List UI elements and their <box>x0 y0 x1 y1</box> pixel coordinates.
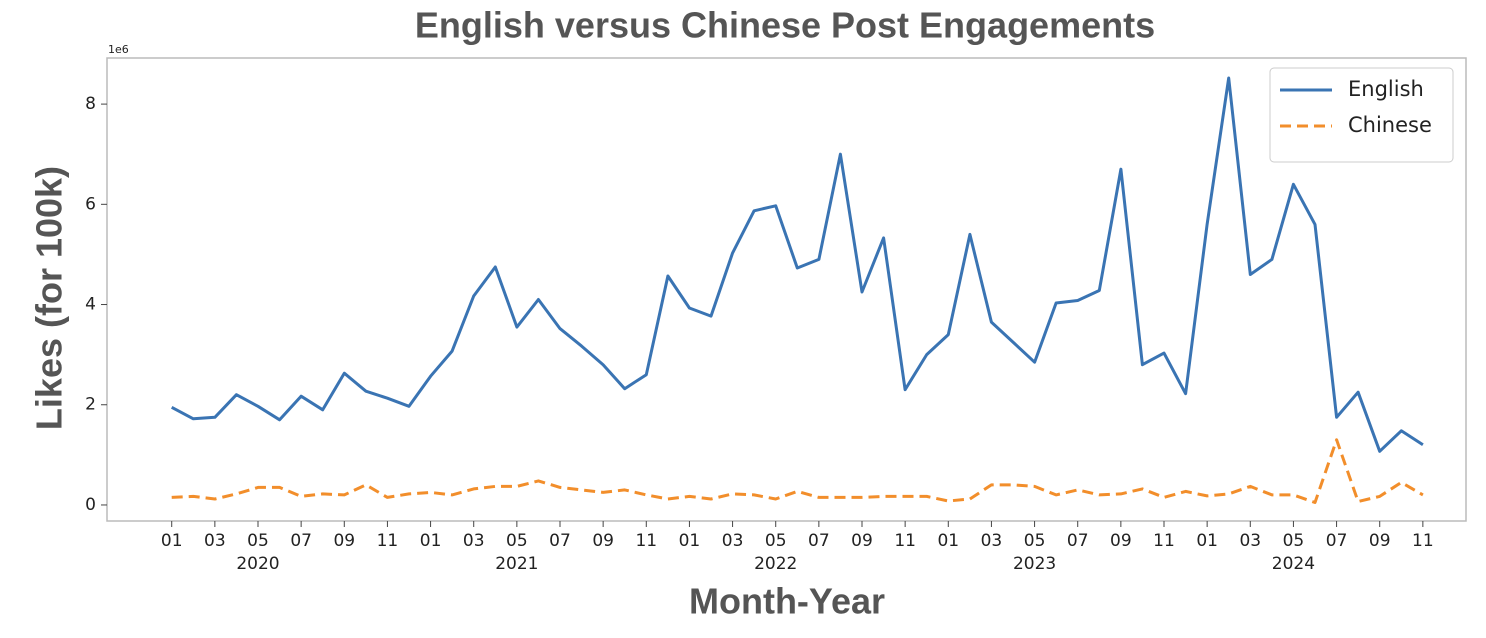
y-tick-label: 0 <box>85 495 96 515</box>
x-tick-label: 05 <box>506 531 528 551</box>
x-tick-label: 07 <box>549 531 571 551</box>
y-tick-label: 4 <box>85 295 96 315</box>
x-tick-label: 11 <box>635 531 657 551</box>
legend-label: English <box>1348 77 1424 101</box>
series-line <box>170 76 1424 453</box>
series-line <box>171 438 1424 504</box>
plot-frame <box>106 57 1467 522</box>
y-offset-label: 1e6 <box>108 43 129 56</box>
x-tick-label: 03 <box>722 531 744 551</box>
x-year-label: 2024 <box>1272 554 1315 574</box>
chart-title: English versus Chinese Post Engagements <box>415 5 1155 46</box>
x-tick-label: 09 <box>592 531 614 551</box>
x-tick-label: 03 <box>1239 531 1261 551</box>
x-tick-label: 09 <box>333 531 355 551</box>
y-tick-label: 8 <box>85 94 96 114</box>
x-year-label: 2022 <box>754 554 797 574</box>
x-tick-label: 01 <box>679 531 701 551</box>
x-tick-label: 11 <box>377 531 399 551</box>
x-axis-label: Month-Year <box>689 581 885 622</box>
x-tick-label: 03 <box>981 531 1003 551</box>
x-tick-label: 07 <box>1326 531 1348 551</box>
x-tick-label: 07 <box>1067 531 1089 551</box>
x-tick-label: 01 <box>937 531 959 551</box>
x-year-label: 2020 <box>236 554 279 574</box>
x-tick-label: 05 <box>1283 531 1305 551</box>
y-tick-label: 6 <box>85 194 96 214</box>
x-tick-label: 09 <box>1369 531 1391 551</box>
x-tick-label: 01 <box>1196 531 1218 551</box>
y-axis-label: Likes (for 100k) <box>29 166 70 430</box>
x-tick-label: 05 <box>765 531 787 551</box>
x-tick-label: 11 <box>894 531 916 551</box>
x-tick-label: 01 <box>420 531 442 551</box>
x-tick-label: 03 <box>463 531 485 551</box>
x-year-label: 2023 <box>1013 554 1056 574</box>
x-tick-label: 03 <box>204 531 226 551</box>
x-tick-label: 01 <box>161 531 183 551</box>
x-tick-label: 05 <box>1024 531 1046 551</box>
legend-label: Chinese <box>1348 113 1432 137</box>
x-tick-label: 07 <box>290 531 312 551</box>
x-tick-label: 09 <box>851 531 873 551</box>
x-tick-label: 05 <box>247 531 269 551</box>
x-year-label: 2021 <box>495 554 538 574</box>
x-tick-label: 11 <box>1412 531 1434 551</box>
y-tick-label: 2 <box>85 395 96 415</box>
x-tick-label: 09 <box>1110 531 1132 551</box>
x-tick-label: 11 <box>1153 531 1175 551</box>
x-tick-label: 07 <box>808 531 830 551</box>
